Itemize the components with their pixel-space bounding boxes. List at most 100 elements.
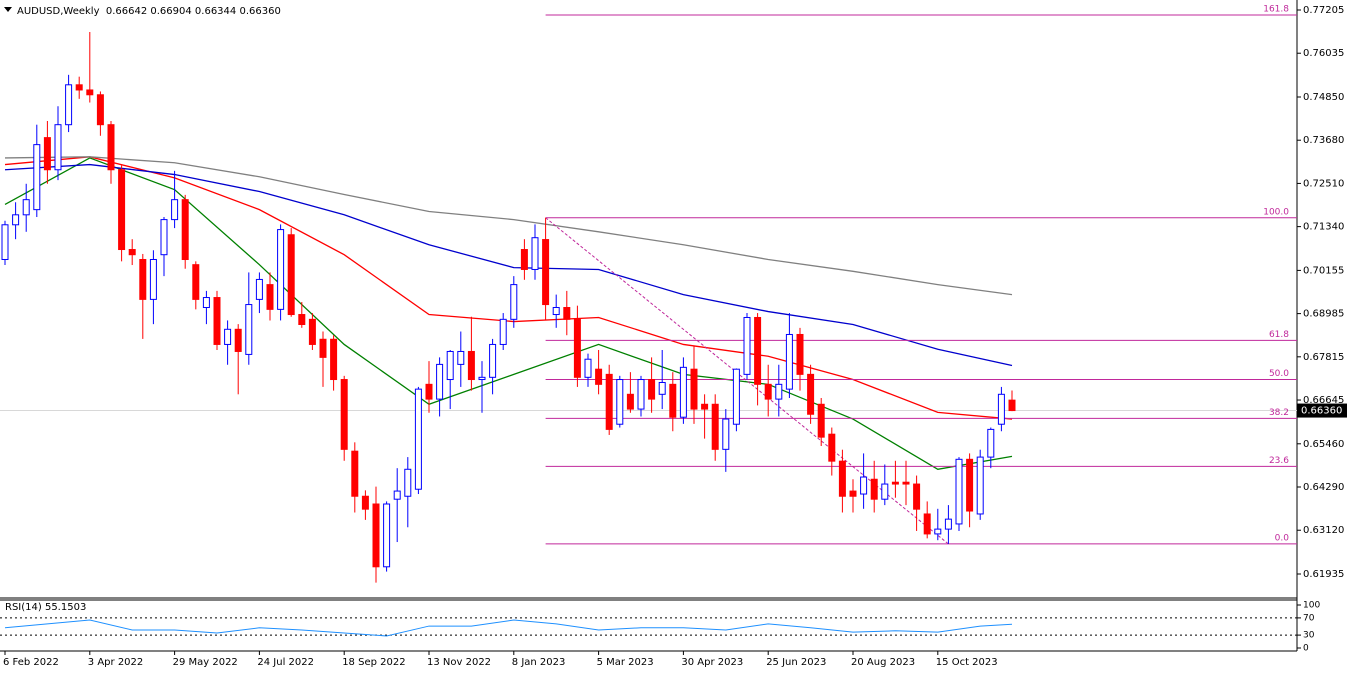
candle-body: [1008, 399, 1016, 412]
fib-label: 161.8: [1263, 4, 1289, 14]
candle-body: [743, 316, 751, 375]
candle-body: [192, 264, 200, 300]
rsi-y-tick-label: 0: [1303, 644, 1309, 654]
x-tick-label: 5 Mar 2023: [597, 657, 654, 668]
x-tick-label: 20 Aug 2023: [851, 657, 915, 668]
candle-body: [722, 418, 730, 450]
y-tick-label: 0.67815: [1303, 352, 1344, 363]
candle-body: [96, 94, 104, 126]
candle-body: [573, 318, 581, 378]
candle-body: [923, 513, 931, 535]
candle-body: [1, 224, 9, 260]
price-box-label: 0.66360: [1301, 406, 1342, 417]
fib-label: 61.8: [1269, 330, 1289, 340]
candle-body: [828, 433, 836, 462]
candle-body: [902, 481, 910, 485]
candle-body: [22, 199, 30, 216]
fib-label: 50.0: [1269, 369, 1289, 379]
candle-body: [785, 333, 793, 390]
y-tick-label: 0.76035: [1303, 48, 1344, 59]
rsi-y-tick-label: 70: [1303, 613, 1315, 623]
chart-title: AUDUSD,Weekly 0.66642 0.66904 0.66344 0.…: [17, 6, 281, 17]
candle-body: [160, 219, 168, 256]
x-tick-label: 25 Jun 2023: [766, 657, 826, 668]
candle-body: [361, 495, 369, 510]
candle-body: [775, 383, 783, 400]
candle-body: [266, 284, 274, 310]
candle-body: [457, 350, 465, 365]
candle-body: [75, 84, 83, 91]
candle-body: [489, 343, 497, 378]
candle-body: [944, 518, 952, 530]
y-tick-label: 0.65460: [1303, 439, 1344, 450]
candle-body: [446, 350, 454, 381]
candle-body: [33, 144, 41, 211]
candle-body: [224, 328, 232, 345]
rsi-y-tick-label: 100: [1303, 601, 1320, 611]
candle-body: [255, 278, 263, 300]
candle-body: [817, 403, 825, 438]
candle-body: [849, 490, 857, 497]
moving-average: [4, 156, 1013, 296]
candle-body: [881, 483, 889, 500]
candle-body: [43, 137, 51, 171]
candle-body: [414, 388, 422, 490]
candle-body: [711, 403, 719, 450]
candle-body: [340, 379, 348, 450]
candle-body: [796, 333, 804, 375]
y-tick-label: 0.74850: [1303, 92, 1344, 103]
candle-body: [732, 368, 740, 425]
rsi-y-tick-label: 30: [1303, 631, 1315, 641]
y-tick-label: 0.64290: [1303, 482, 1344, 493]
candle-body: [520, 249, 528, 270]
candle-body: [913, 483, 921, 510]
candle-body: [54, 124, 62, 171]
y-tick-label: 0.70155: [1303, 265, 1344, 276]
y-tick-label: 0.72510: [1303, 178, 1344, 189]
candle-body: [637, 379, 645, 410]
candle-body: [213, 297, 221, 345]
candle-body: [181, 199, 189, 260]
candle-body: [531, 237, 539, 270]
candle-body: [139, 258, 147, 300]
candle-body: [383, 503, 391, 568]
candle-body: [605, 373, 613, 430]
candle-body: [679, 366, 687, 418]
candle-body: [626, 393, 634, 410]
candle-body: [754, 316, 762, 385]
menu-arrow[interactable]: [4, 7, 12, 12]
candle-body: [955, 458, 963, 525]
price-box: [1297, 403, 1347, 418]
fib-label: 100.0: [1263, 207, 1289, 217]
candle-body: [436, 363, 444, 400]
candle-body: [542, 239, 550, 306]
rsi-title: RSI(14) 55.1503: [5, 602, 86, 613]
y-tick-label: 0.71340: [1303, 222, 1344, 233]
candle-body: [891, 481, 899, 485]
candle-body: [860, 476, 868, 495]
x-tick-label: 3 Apr 2022: [88, 657, 143, 668]
y-tick-label: 0.63120: [1303, 525, 1344, 536]
candle-body: [245, 304, 253, 355]
fib-label: 38.2: [1269, 408, 1289, 418]
candle-body: [987, 428, 995, 458]
candle-body: [934, 528, 942, 535]
candle-body: [277, 229, 285, 310]
candle-body: [319, 338, 327, 358]
candle-body: [287, 234, 295, 316]
candle-body: [330, 338, 338, 381]
candle-body: [393, 490, 401, 500]
candle-body: [563, 307, 571, 320]
x-tick-label: 30 Apr 2023: [681, 657, 743, 668]
candle-body: [298, 314, 306, 326]
candle-body: [12, 214, 20, 226]
candle-body: [595, 368, 603, 385]
candle-body: [616, 379, 624, 425]
candle-body: [552, 307, 560, 316]
x-tick-label: 8 Jan 2023: [512, 657, 566, 668]
candle-body: [584, 358, 592, 378]
candle-body: [234, 328, 242, 352]
